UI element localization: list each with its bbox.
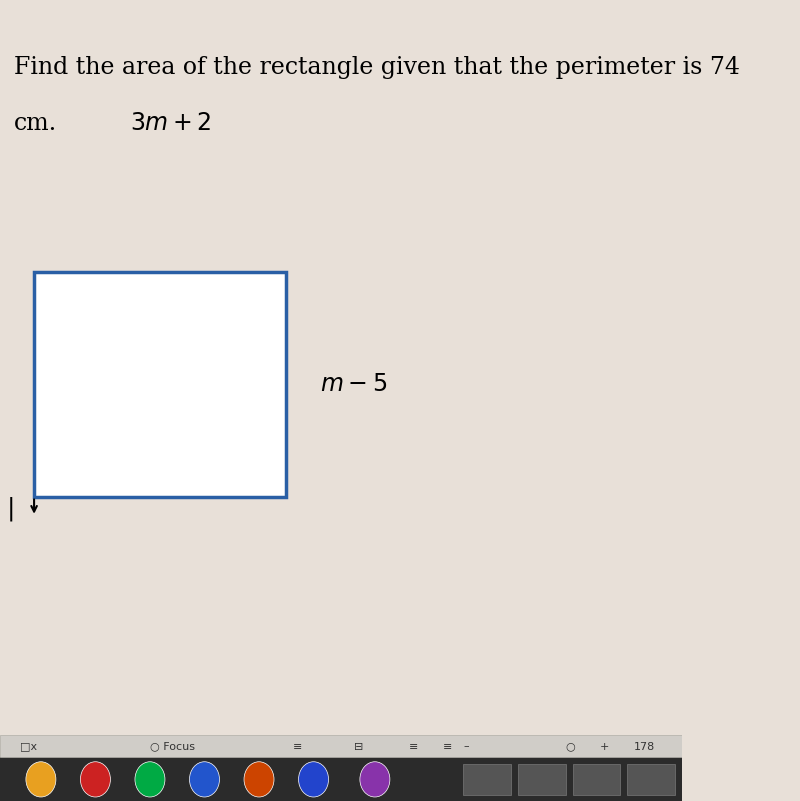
Circle shape [135,762,165,797]
Text: □x: □x [21,742,38,751]
Text: $3m + 2$: $3m + 2$ [130,112,210,135]
Text: cm.: cm. [14,112,57,135]
Text: –: – [463,742,469,751]
Text: ○: ○ [566,742,575,751]
Text: ≡: ≡ [409,742,418,751]
Circle shape [81,762,110,797]
Bar [0,757,682,801]
Circle shape [360,762,390,797]
Bar [463,764,511,795]
Text: ○ Focus: ○ Focus [150,742,195,751]
Text: 178: 178 [634,742,655,751]
Text: . The formula for the volume of a sphere is given below.: . The formula for the volume of a sphere… [14,737,643,759]
Bar [627,764,674,795]
Text: |: | [7,497,15,521]
Text: ≡: ≡ [443,742,453,751]
Text: $m - 5$: $m - 5$ [320,373,387,396]
Circle shape [26,762,56,797]
Bar [518,764,566,795]
Circle shape [190,762,219,797]
Bar [573,764,620,795]
Bar [0,735,682,757]
Text: ≡: ≡ [293,742,302,751]
Circle shape [244,762,274,797]
Text: +: + [600,742,609,751]
Text: ⊟: ⊟ [354,742,364,751]
Text: Find the area of the rectangle given that the perimeter is 74: Find the area of the rectangle given tha… [14,56,740,79]
Circle shape [298,762,329,797]
Bar [34,272,286,497]
